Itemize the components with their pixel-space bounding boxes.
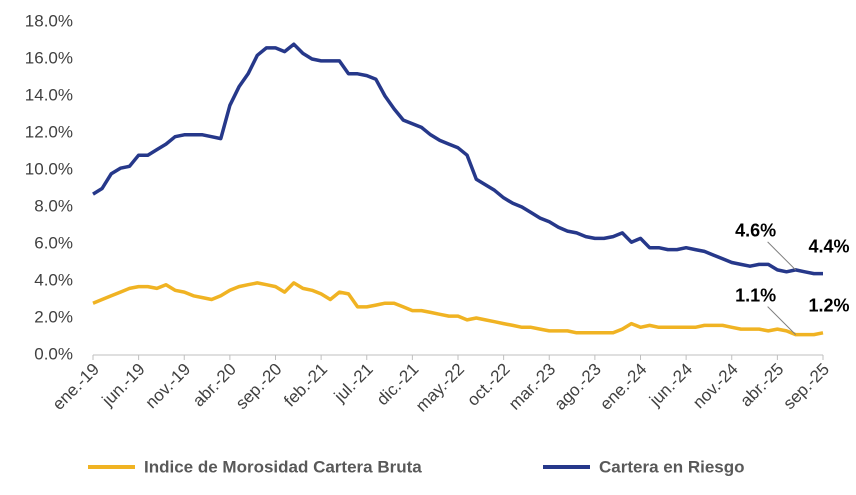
value-label: 1.1% (735, 285, 776, 305)
x-tick-label: sep.-20 (232, 360, 286, 414)
x-tick-label: jul.-21 (330, 360, 377, 407)
y-tick-label: 16.0% (25, 48, 73, 67)
y-tick-label: 10.0% (25, 159, 73, 178)
x-tick-label: jun.-24 (645, 360, 696, 411)
y-tick-label: 2.0% (34, 307, 73, 326)
y-tick-label: 4.0% (34, 270, 73, 289)
x-tick-label: mar.-23 (505, 360, 559, 414)
x-tick-label: abr.-20 (189, 360, 240, 411)
leader-line (767, 306, 796, 336)
x-tick-label: ene.-19 (49, 360, 103, 414)
legend-label: Cartera en Riesgo (599, 457, 745, 476)
value-label: 1.2% (808, 296, 849, 316)
x-tick-label: sep.-25 (779, 360, 833, 414)
x-tick-label: ago.-23 (551, 360, 605, 414)
y-tick-label: 14.0% (25, 85, 73, 104)
line-series (92, 42, 823, 276)
x-tick-label: nov.-19 (142, 360, 195, 413)
y-tick-label: 8.0% (34, 196, 73, 215)
x-tick-label: abr.-25 (737, 360, 788, 411)
y-tick-label: 18.0% (25, 11, 73, 30)
leader-line (767, 241, 796, 271)
x-tick-label: jun.-19 (98, 360, 149, 411)
y-tick-label: 0.0% (34, 344, 73, 363)
x-tick-label: nov.-24 (689, 360, 742, 413)
legend-label: Indice de Morosidad Cartera Bruta (144, 457, 422, 476)
line-series (92, 281, 824, 337)
y-tick-label: 12.0% (25, 122, 73, 141)
y-tick-label: 6.0% (34, 233, 73, 252)
value-label: 4.6% (735, 221, 776, 241)
x-tick-label: may.-22 (412, 360, 468, 416)
value-label: 4.4% (808, 236, 849, 256)
x-tick-label: feb.-21 (280, 360, 331, 411)
x-tick-label: ene.-24 (596, 360, 650, 414)
